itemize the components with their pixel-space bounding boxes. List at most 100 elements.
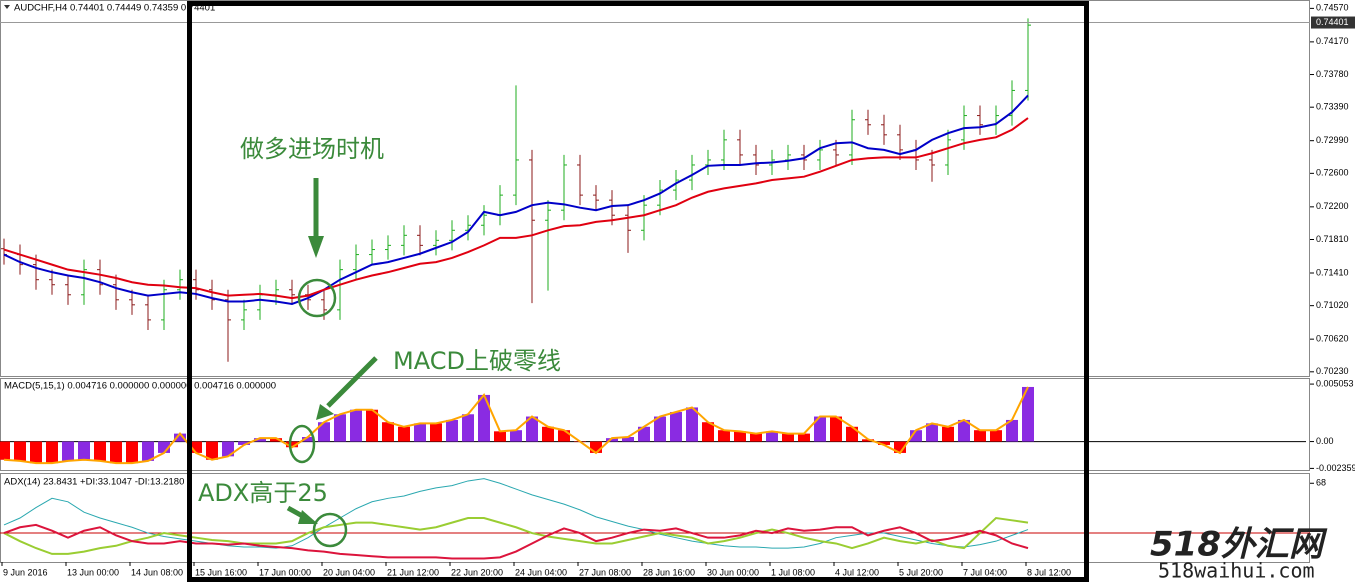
moving-average (3, 94, 1029, 306)
histogram-bar (286, 441, 298, 448)
histogram-bar (510, 430, 522, 442)
histogram-bar (142, 441, 154, 461)
histogram-bar (446, 419, 458, 442)
y-tick-label: 0.72200 (1316, 201, 1349, 211)
header-icon (4, 5, 10, 9)
histogram-bar (430, 423, 442, 442)
x-tick-label: 15 Jun 16:00 (195, 567, 247, 577)
histogram-bar (670, 411, 682, 442)
x-tick-label: 20 Jun 04:00 (323, 567, 375, 577)
histogram-bar (302, 437, 314, 442)
histogram-bar (30, 441, 42, 464)
y-tick-label: 0.74570 (1316, 3, 1349, 13)
histogram-bar (814, 416, 826, 442)
moving-average (3, 117, 1029, 300)
histogram-bar (46, 441, 58, 464)
x-tick-label: 22 Jun 20:00 (451, 567, 503, 577)
histogram-bar (766, 431, 778, 442)
histogram-bar (334, 414, 346, 442)
histogram-bar (526, 416, 538, 442)
histogram-bar (734, 431, 746, 442)
histogram-bar (846, 426, 858, 442)
histogram-bar (1022, 386, 1034, 442)
signal-line (3, 386, 1029, 465)
histogram-bar (910, 430, 922, 442)
x-tick-label: 24 Jun 04:00 (515, 567, 567, 577)
y-tick-label: 0.71810 (1316, 234, 1349, 244)
histogram-bar (990, 430, 1002, 442)
annotation: MACD上破零线 (393, 347, 561, 375)
y-tick-label: 0.72600 (1316, 168, 1349, 178)
histogram-bar (190, 441, 202, 453)
y-tick-label: 0.73780 (1316, 69, 1349, 79)
histogram-bar (222, 441, 234, 457)
histogram-bar (1006, 419, 1018, 442)
histogram-bar (478, 394, 490, 442)
histogram-bar (830, 416, 842, 442)
histogram-bar (158, 441, 170, 453)
histogram-bar (94, 441, 106, 461)
y-tick-label: 0.70620 (1316, 334, 1349, 344)
x-tick-label: 28 Jun 16:00 (643, 567, 695, 577)
histogram-bar (78, 441, 90, 460)
histogram-bar (974, 430, 986, 442)
histogram-bar (894, 441, 906, 453)
adx-header: ADX(14) 23.8431 +DI:33.1047 -DI:13.2180 (4, 477, 184, 488)
histogram-bar (798, 433, 810, 442)
x-tick-label: 9 Jun 2016 (3, 567, 48, 577)
histogram-bar (958, 419, 970, 442)
macd-header: MACD(5,15,1) 0.004716 0.000000 0.000000 … (4, 381, 276, 392)
x-tick-label: 17 Jun 00:00 (259, 567, 311, 577)
histogram-bar (206, 441, 218, 460)
x-tick-label: 21 Jun 12:00 (387, 567, 439, 577)
y-tick-label: 0.71020 (1316, 300, 1349, 310)
histogram-bar (270, 438, 282, 442)
histogram-bar (606, 438, 618, 442)
histogram-bar (366, 409, 378, 442)
arrow-head (298, 510, 318, 524)
x-tick-label: 4 Jul 12:00 (835, 567, 879, 577)
x-tick-label: 13 Jun 00:00 (67, 567, 119, 577)
histogram-bar (254, 438, 266, 442)
histogram-bar (110, 441, 122, 464)
y-tick-label: 0.72990 (1316, 135, 1349, 145)
x-tick-label: 14 Jun 08:00 (131, 567, 183, 577)
x-tick-label: 8 Jul 12:00 (1027, 567, 1071, 577)
histogram-bar (382, 422, 394, 442)
histogram-bar (318, 422, 330, 442)
histogram-bar (14, 441, 26, 461)
histogram-bar (398, 426, 410, 442)
highlight-circle (288, 424, 316, 464)
watermark-url: 518waihui.com (1158, 559, 1315, 583)
histogram-bar (750, 433, 762, 442)
y-tick-label: 0.00 (1316, 436, 1334, 446)
y-tick-label: -0.002359 (1316, 463, 1355, 473)
histogram-bar (686, 407, 698, 442)
indicator-line (3, 478, 1029, 549)
arrow-head (316, 404, 334, 420)
watermark-logo: 518外汇网 (1150, 525, 1328, 565)
y-tick-label: 0.70230 (1316, 366, 1349, 376)
histogram-bar (702, 422, 714, 442)
y-tick-label: 0.71410 (1316, 267, 1349, 277)
arrow (326, 356, 378, 408)
histogram-bar (542, 426, 554, 442)
histogram-bar (462, 414, 474, 442)
highlight-circle (297, 278, 337, 318)
histogram-bar (782, 433, 794, 442)
indicator-line (3, 523, 1029, 560)
histogram-bar (654, 416, 666, 442)
histogram-bar (174, 433, 186, 442)
histogram-bar (926, 423, 938, 442)
histogram-bar (414, 423, 426, 442)
histogram-bar (942, 426, 954, 442)
x-tick-label: 30 Jun 00:00 (707, 567, 759, 577)
x-tick-label: 27 Jun 08:00 (579, 567, 631, 577)
x-tick-label: 1 Jul 08:00 (771, 567, 815, 577)
x-tick-label: 5 Jul 20:00 (899, 567, 943, 577)
histogram-bar (62, 441, 74, 461)
histogram-bar (638, 426, 650, 442)
last-price-label: 0.74401 (1316, 17, 1349, 27)
